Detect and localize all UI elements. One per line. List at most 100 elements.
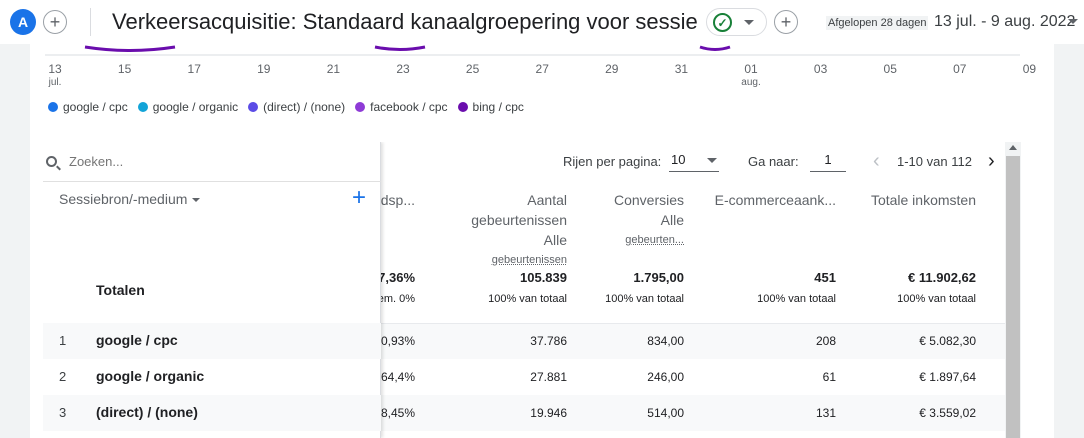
previous-page-icon[interactable]: ‹ [873,150,880,172]
table-cell: € 5.082,30 [919,334,976,348]
table-cell: 19.946 [530,406,567,420]
total-value: € 11.902,62 [908,270,976,285]
page-title: Verkeersacquisitie: Standaard kanaalgroe… [112,9,698,34]
x-tick-label: 03 [814,62,828,76]
table-cell: € 3.559,02 [919,406,976,420]
report-status-button[interactable]: ✓ [706,8,767,36]
add-dimension-icon[interactable]: + [352,184,367,211]
account-avatar[interactable]: A [10,9,36,35]
x-tick-label: 27 [536,62,550,76]
chart-series-line [699,45,731,51]
legend-swatch [355,102,366,112]
column-sub-label[interactable]: gebeurtenissen [491,254,567,266]
legend-label: facebook / cpc [370,100,448,114]
table-cell: 514,00 [647,406,684,420]
x-tick-label: 23 [396,62,410,76]
table-row-dimension[interactable]: 1 google / cpc [43,323,381,359]
report-card: 13 jul. 15 17 19 21 23 25 27 29 31 01 aug. 03 05 07 09 g… [30,44,1054,438]
column-header[interactable]: E-commerceaank... [714,192,836,208]
legend-swatch [48,102,58,112]
row-index: 3 [59,405,67,420]
table-cell: 60,93% [374,334,415,348]
legend-label: google / organic [152,100,239,114]
legend-swatch [248,102,259,112]
table-cell: 208 [815,334,836,348]
legend-item[interactable]: google / cpc [48,100,128,114]
x-tick-label: 15 [118,62,132,76]
date-range-picker[interactable]: 13 jul. - 9 aug. 2022 [934,13,1076,30]
legend-swatch [457,102,468,112]
legend-item[interactable]: (direct) / (none) [248,100,345,114]
table-cell: 48,45% [374,406,415,420]
column-sub-label[interactable]: gebeurten... [625,234,684,246]
table-cell: 834,00 [647,334,684,348]
date-period-chip[interactable]: Afgelopen 28 dagen [826,16,929,30]
add-icon[interactable]: + [774,10,798,34]
total-value: 57,36% [370,270,415,285]
total-value: 451 [814,270,836,285]
chart-series-line [84,45,176,52]
table-cell: 27.881 [530,370,567,384]
chart-series-line [374,45,426,51]
legend-item[interactable]: facebook / cpc [355,100,448,114]
total-value: 105.839 [520,270,567,285]
table-pagination-bar: Rijen per pagina: 10 Ga naar: 1 ‹ 1-10 v… [380,142,1020,182]
x-tick-label: 05 [884,62,898,76]
report-header: A + Verkeersacquisitie: Standaard kanaal… [0,0,1084,44]
total-subtext: 100% van totaal [757,293,836,305]
rows-per-page-select[interactable]: 10 [669,150,719,172]
column-header[interactable]: Conversies [613,192,684,208]
search-input[interactable] [69,154,349,169]
scroll-up-icon[interactable] [1009,145,1017,150]
goto-page-input[interactable]: 1 [810,150,846,172]
x-tick-label: 01 [744,62,758,76]
chart-legend: google / cpc google / organic (direct) / (… [48,100,524,114]
header-divider [90,8,91,36]
rows-per-page-label: Rijen per pagina: [563,154,662,169]
row-index: 2 [59,369,67,384]
next-page-icon[interactable]: › [988,150,995,172]
chevron-down-icon [744,20,754,25]
dimension-header-label: Sessiebron/-medium [59,191,188,207]
total-subtext: 100% van totaal [605,293,684,305]
legend-item[interactable]: google / organic [137,100,239,114]
column-header[interactable]: Aantal [527,192,567,208]
x-tick-label: 19 [257,62,271,76]
dimension-selector[interactable]: Sessiebron/-medium [59,191,201,207]
x-tick-label: 09 [1023,62,1037,76]
check-circle-icon: ✓ [713,13,732,32]
column-header[interactable]: Alle [660,212,684,228]
x-tick-label: 21 [327,62,341,76]
dimension-panel: Sessiebron/-medium + Totalen 1 google / c… [43,142,381,438]
table-row-dimension[interactable]: 2 google / organic [43,359,381,395]
date-range-caret-icon[interactable] [1068,19,1078,24]
page-count: 1-10 van 112 [897,154,972,169]
column-header[interactable]: gebeurtenissen [471,212,567,228]
search-row [43,142,381,182]
x-tick-label: 31 [675,62,689,76]
x-tick-sublabel: jul. [48,77,62,88]
row-dimension-value: google / organic [96,368,205,384]
row-index: 1 [59,333,67,348]
table-row-dimension[interactable]: 3 (direct) / (none) [43,395,381,431]
legend-item[interactable]: bing / cpc [457,100,524,114]
x-tick-label: 29 [605,62,619,76]
data-table: Sessiebron/-medium + Totalen 1 google / c… [43,142,1007,438]
scroll-thumb[interactable] [1006,156,1020,438]
column-header[interactable]: Totale inkomsten [870,192,976,208]
legend-label: (direct) / (none) [263,100,346,114]
row-dimension-value: google / cpc [96,332,178,348]
table-scrollbar[interactable] [1005,142,1021,438]
legend-label: google / cpc [63,100,128,114]
x-tick-label: 07 [953,62,967,76]
column-header[interactable]: Alle [543,232,567,248]
chevron-down-icon[interactable] [707,158,717,163]
table-cell: 37.786 [530,334,567,348]
add-comparison-icon[interactable]: + [43,10,67,34]
table-cell: 64,4% [380,370,415,384]
totals-label: Totalen [96,282,145,298]
search-icon [46,156,57,167]
table-cell: 131 [815,406,836,420]
total-subtext: 100% van totaal [897,293,976,305]
